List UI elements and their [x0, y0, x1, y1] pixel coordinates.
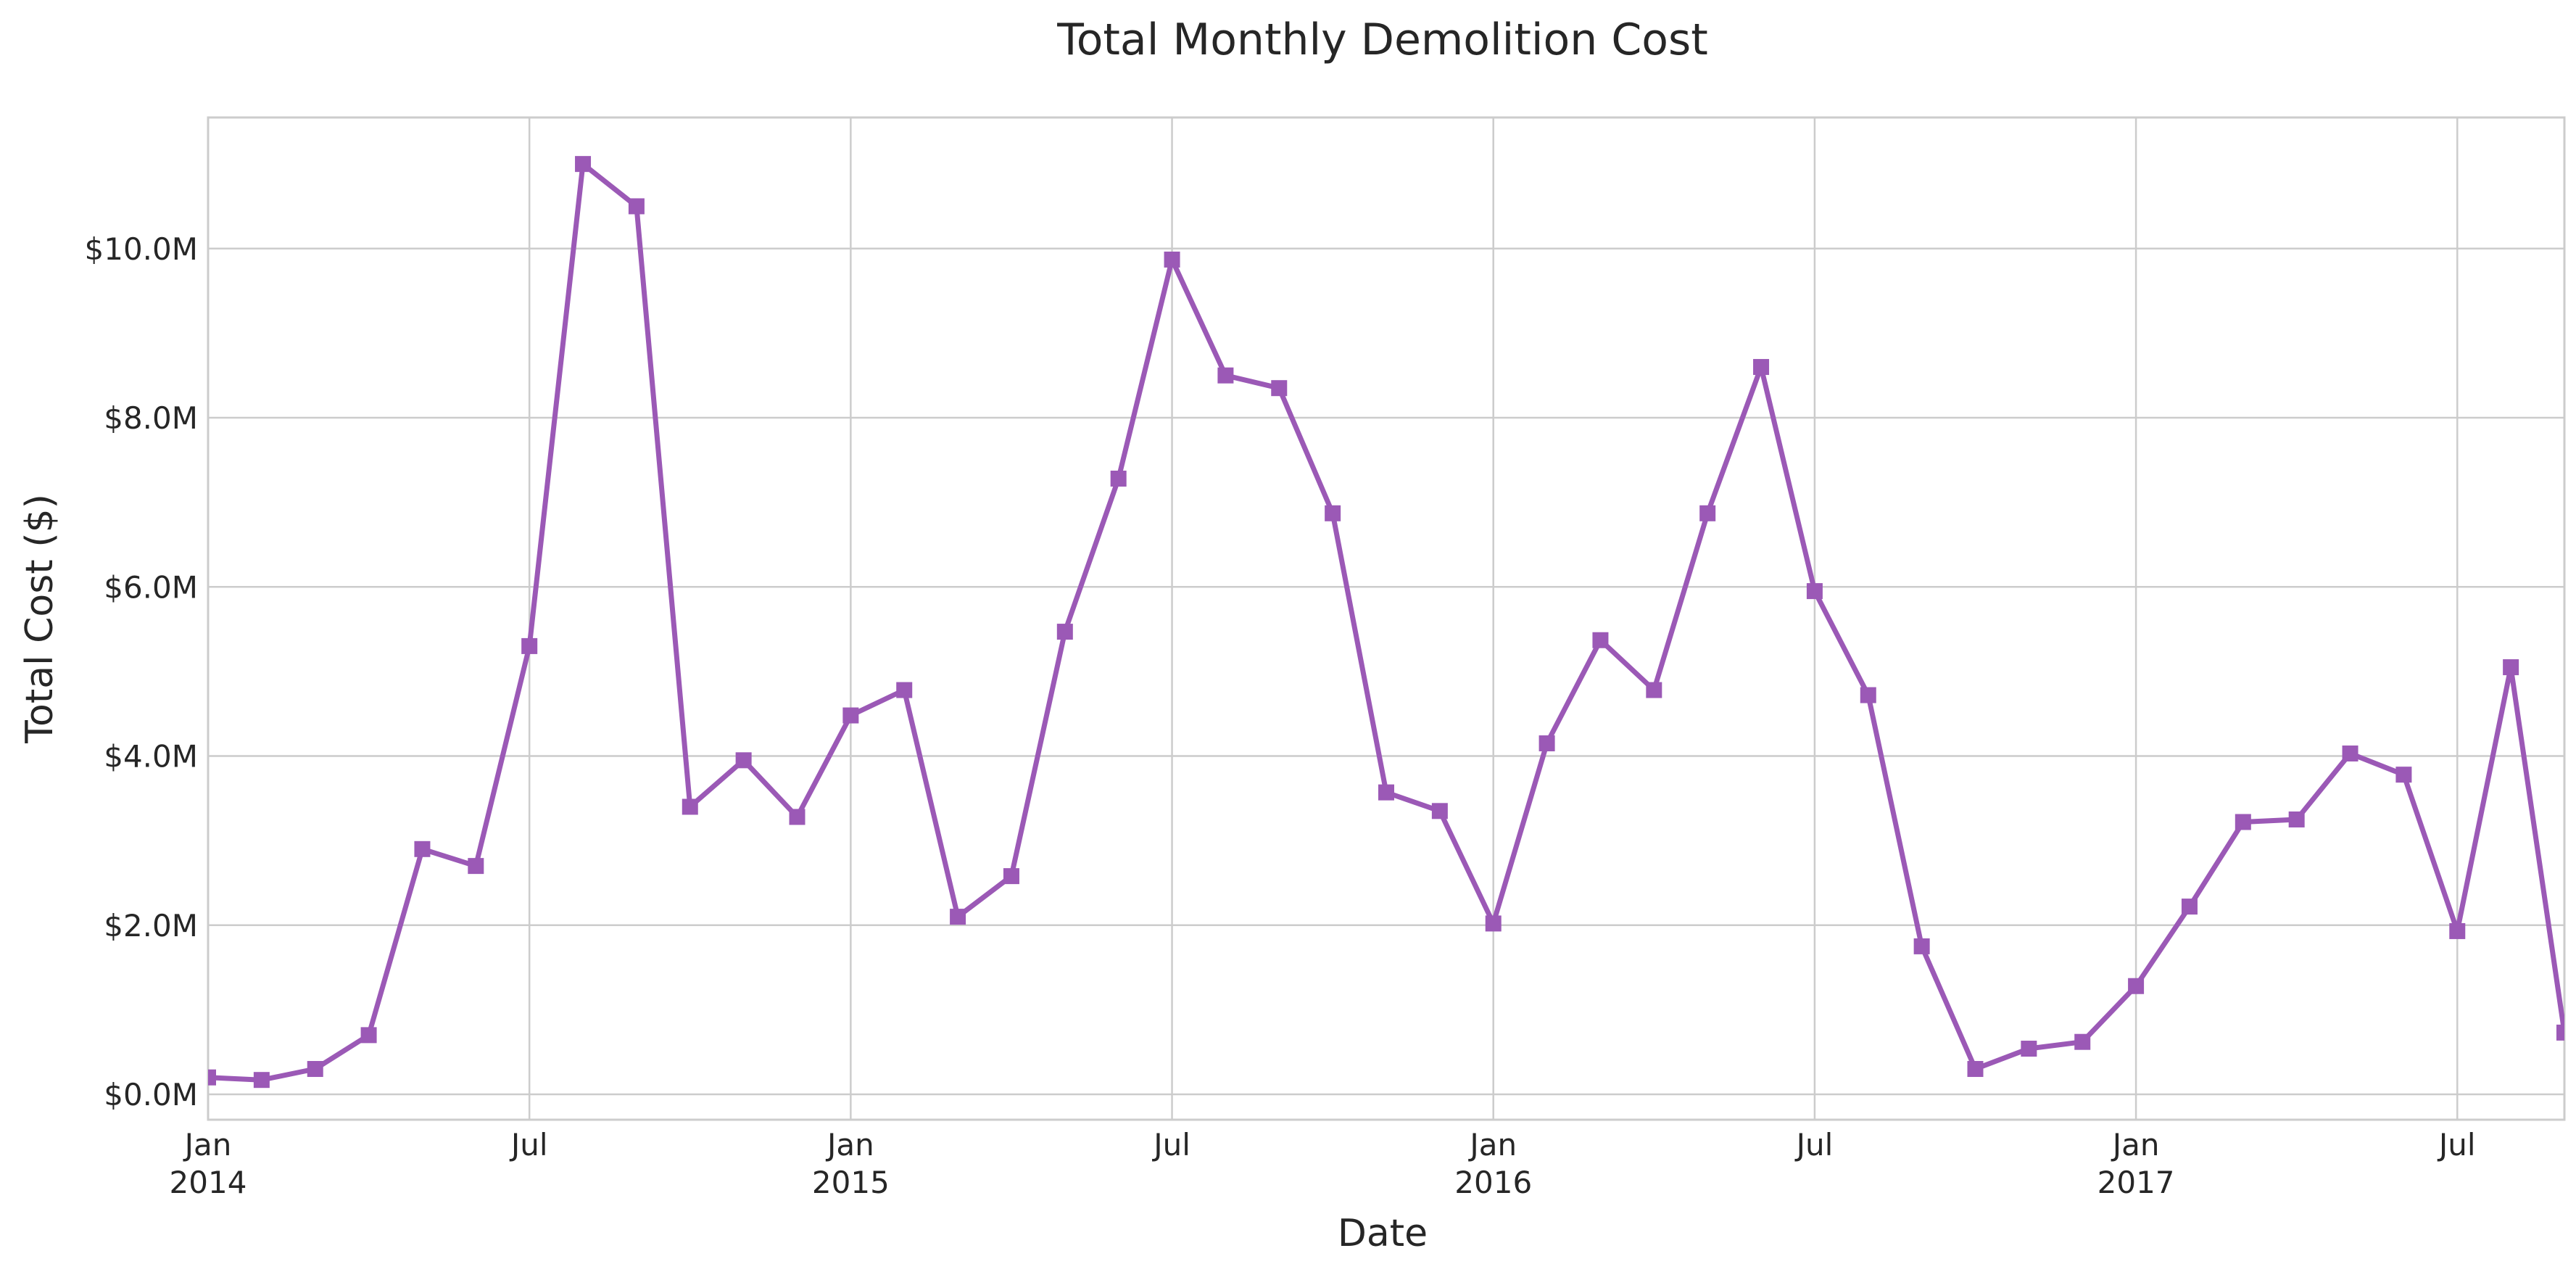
x-tick-label: Jan	[1467, 1127, 1517, 1162]
data-point	[1592, 632, 1609, 648]
y-tick-label: $8.0M	[104, 400, 198, 436]
data-point	[2021, 1041, 2037, 1057]
data-point	[628, 198, 645, 215]
data-point	[1271, 380, 1288, 397]
data-point	[1431, 803, 1448, 819]
data-point	[1378, 784, 1394, 801]
data-point	[414, 841, 431, 857]
x-axis-label: Date	[1338, 1212, 1428, 1255]
data-point	[360, 1027, 377, 1044]
data-point	[789, 809, 805, 825]
y-tick-label: $0.0M	[104, 1077, 198, 1112]
data-point	[1967, 1061, 1984, 1078]
x-tick-label: Jan	[2111, 1127, 2160, 1162]
x-tick-year-label: 2017	[2097, 1165, 2175, 1200]
data-point	[2128, 978, 2145, 994]
data-point	[2395, 767, 2412, 783]
data-point	[1538, 735, 1555, 752]
x-tick-year-label: 2015	[812, 1165, 890, 1200]
data-point	[468, 858, 484, 875]
data-point	[2288, 811, 2305, 827]
data-point	[1699, 505, 1716, 521]
data-point	[735, 752, 752, 769]
data-point	[2449, 922, 2466, 939]
data-point	[1110, 470, 1127, 487]
data-point	[682, 798, 698, 815]
x-tick-label: Jul	[2437, 1127, 2476, 1162]
data-point	[1860, 687, 1876, 703]
data-point	[1753, 359, 1770, 376]
series-group	[208, 156, 2564, 1089]
data-point	[1913, 938, 1930, 954]
series-line	[208, 161, 2564, 1083]
y-tick-label: $6.0M	[104, 569, 198, 605]
data-point	[1056, 624, 1073, 640]
y-tick-label: $2.0M	[104, 908, 198, 943]
data-point	[2503, 659, 2519, 676]
data-point	[307, 1061, 323, 1078]
data-point	[2235, 814, 2251, 830]
data-point	[521, 637, 538, 654]
x-tick-label: Jul	[509, 1127, 548, 1162]
chart-title: Total Monthly Demolition Cost	[1056, 15, 1708, 65]
data-point	[1485, 915, 1502, 932]
data-point	[896, 682, 913, 698]
data-point	[1217, 367, 1234, 384]
data-point	[2074, 1033, 2091, 1050]
x-tick-label: Jul	[1794, 1127, 1834, 1162]
grid	[207, 117, 2564, 1120]
data-point	[842, 707, 859, 724]
data-point	[2556, 1024, 2564, 1041]
data-point	[2342, 746, 2358, 762]
y-axis-label: Total Cost ($)	[18, 494, 62, 744]
data-point	[950, 909, 966, 925]
series-layer	[208, 156, 2564, 1089]
data-point	[1164, 251, 1180, 268]
data-point	[1003, 868, 1019, 885]
x-tick-label: Jul	[1151, 1127, 1190, 1162]
x-tick-year-label: 2016	[1454, 1165, 1532, 1200]
data-point	[1806, 583, 1823, 600]
data-point	[2181, 899, 2198, 915]
x-tick-year-label: 2014	[170, 1165, 247, 1200]
data-point	[208, 1069, 216, 1086]
data-point	[1646, 682, 1662, 698]
y-tick-label: $4.0M	[104, 739, 198, 775]
data-point	[575, 156, 592, 173]
data-point	[1325, 505, 1341, 521]
plot-frame	[207, 116, 2566, 1121]
data-point	[253, 1072, 270, 1089]
x-tick-label: Jan	[825, 1127, 874, 1162]
x-tick-label: Jan	[183, 1127, 232, 1162]
y-tick-label: $10.0M	[85, 231, 198, 267]
y-axis: $0.0M $2.0M $4.0M $6.0M $8.0M $10.0M	[85, 231, 198, 1112]
